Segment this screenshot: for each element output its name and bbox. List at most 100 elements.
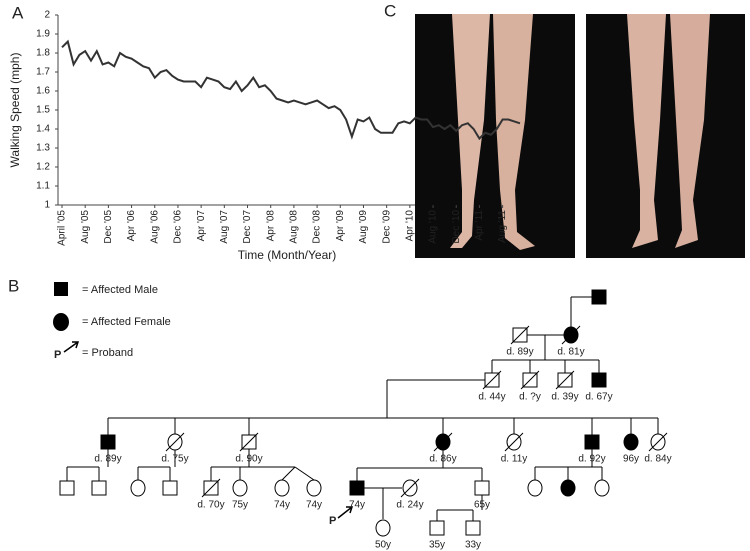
- age-label: d. 11y: [501, 454, 528, 465]
- age-label: d. 67y: [585, 392, 612, 403]
- pedigree-line: [281, 466, 296, 481]
- age-label: 75y: [232, 500, 248, 511]
- y-tick-label: 1.9: [36, 29, 50, 40]
- y-tick-label: 1.5: [36, 105, 50, 116]
- deceased-mark: [520, 370, 540, 390]
- age-label: 65y: [474, 500, 490, 511]
- male: [162, 480, 178, 496]
- panel-label: A: [12, 3, 24, 22]
- age-label: d. 39y: [551, 392, 578, 403]
- deceased-mark: [201, 478, 221, 498]
- female: [306, 479, 322, 497]
- female: [232, 479, 248, 497]
- legend-symbol: [54, 282, 68, 296]
- y-tick-label: 1: [44, 200, 50, 211]
- arrow: [63, 341, 80, 353]
- affected-male: [591, 372, 607, 388]
- age-label: 74y: [306, 500, 322, 511]
- affected-male: [349, 480, 365, 496]
- affected-male: [100, 434, 116, 450]
- x-tick-label: Dec '06: [173, 210, 184, 244]
- deceased-mark: [482, 370, 502, 390]
- age-label: d. 24y: [396, 500, 423, 511]
- age-label: 50y: [375, 540, 391, 551]
- male: [429, 520, 445, 536]
- arrow: [337, 506, 354, 519]
- deceased-mark: [561, 325, 581, 345]
- y-tick-label: 1.8: [36, 48, 50, 59]
- age-label: 33y: [465, 540, 481, 551]
- affected-male: [591, 289, 607, 305]
- age-label: 96y: [623, 454, 639, 465]
- female: [594, 479, 610, 497]
- x-tick-label: Dec '10: [451, 210, 462, 244]
- x-tick-label: Aug '11: [497, 210, 508, 243]
- age-label: 74y: [274, 500, 290, 511]
- affected-male: [584, 434, 600, 450]
- deceased-mark: [504, 432, 524, 452]
- x-tick-label: Dec '09: [381, 210, 392, 244]
- x-tick-label: Dec '05: [103, 210, 114, 244]
- male: [91, 480, 107, 496]
- x-tick-label: Apr '06: [126, 210, 137, 242]
- photo: [586, 14, 745, 258]
- line-series: [61, 39, 521, 141]
- deceased-mark: [165, 432, 185, 452]
- x-axis-label: Time (Month/Year): [238, 248, 336, 262]
- deceased-mark: [555, 370, 575, 390]
- female: [375, 519, 391, 537]
- x-tick-label: Dec '08: [312, 210, 323, 244]
- female: [527, 479, 543, 497]
- age-label: d. 44y: [478, 392, 505, 403]
- age-label: d. 70y: [197, 500, 224, 511]
- y-axis-label: Walking Speed (mph): [8, 53, 22, 168]
- age-label: d. 84y: [644, 454, 671, 465]
- x-tick-label: Apr '11: [474, 210, 485, 241]
- legend-text: = Proband: [82, 347, 133, 359]
- x-tick-label: Aug '09: [358, 210, 369, 244]
- y-tick-label: 1.1: [36, 181, 50, 192]
- age-label: d. 75y: [161, 454, 188, 465]
- x-tick-label: Apr '08: [265, 210, 276, 242]
- age-label: d. 90y: [235, 454, 262, 465]
- x-tick-label: Aug '08: [289, 210, 300, 244]
- age-label: d. 81y: [557, 347, 584, 358]
- panel-label: C: [384, 1, 396, 20]
- deceased-mark: [239, 432, 259, 452]
- y-tick-label: 1.2: [36, 162, 50, 173]
- affected-female: [560, 479, 576, 497]
- deceased-mark: [400, 478, 420, 498]
- x-tick-label: Aug '07: [219, 210, 230, 244]
- age-label: 35y: [429, 540, 445, 551]
- y-tick-label: 1.3: [36, 143, 50, 154]
- female: [130, 479, 146, 497]
- age-label: d. ?y: [519, 392, 541, 403]
- legend-symbol: [53, 313, 69, 331]
- deceased-mark: [510, 325, 530, 345]
- age-label: d. 92y: [578, 454, 605, 465]
- x-tick-label: Aug '05: [80, 210, 91, 244]
- legend-text: = Affected Male: [82, 284, 158, 296]
- age-label: d. 86y: [429, 454, 456, 465]
- legend-text: = Affected Female: [82, 316, 171, 328]
- age-label: d. 89y: [94, 454, 121, 465]
- y-tick-label: 1.4: [36, 124, 50, 135]
- x-tick-label: Apr '10: [404, 210, 415, 242]
- male: [465, 520, 481, 536]
- deceased-mark: [433, 432, 453, 452]
- y-tick-label: 1.6: [36, 86, 50, 97]
- y-tick-label: 2: [44, 10, 50, 21]
- affected-female: [623, 433, 639, 451]
- pedigree-line: [294, 466, 315, 481]
- x-tick-label: Aug '06: [149, 210, 160, 244]
- x-tick-label: Apr '09: [335, 210, 346, 242]
- x-tick-label: Aug '10: [428, 210, 439, 244]
- x-tick-label: Dec '07: [242, 210, 253, 244]
- deceased-mark: [648, 432, 668, 452]
- male: [474, 480, 490, 496]
- age-label: d. 89y: [506, 347, 533, 358]
- x-tick-label: Apr '07: [196, 210, 207, 242]
- panel-label: B: [8, 276, 19, 295]
- x-tick-label: April '05: [57, 210, 68, 246]
